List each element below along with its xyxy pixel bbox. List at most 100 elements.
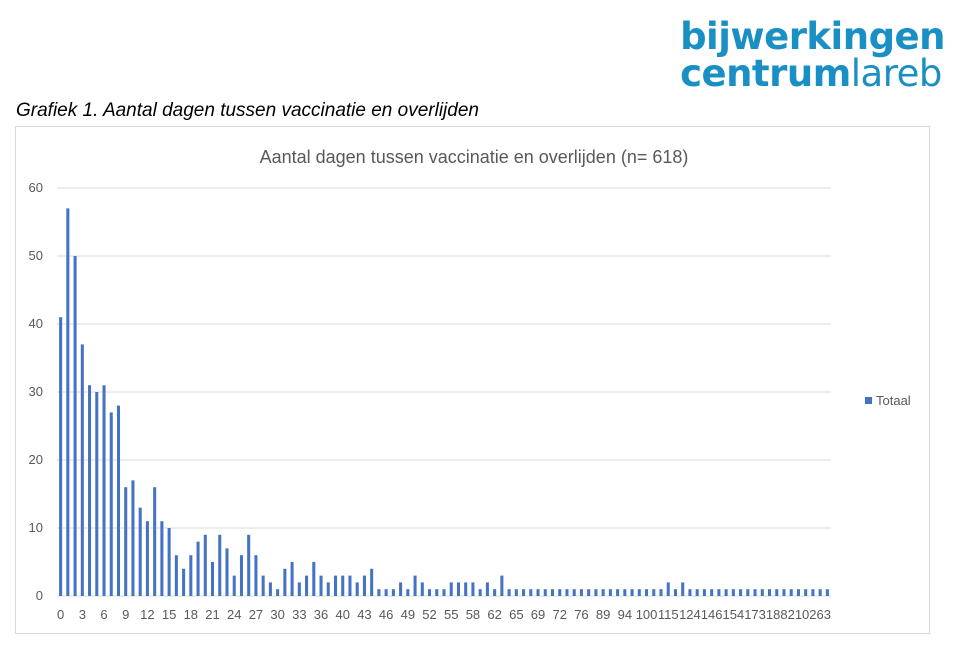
bar [688, 589, 692, 596]
x-tick-label: 46 [379, 607, 393, 622]
y-tick-label: 0 [36, 588, 43, 603]
x-tick-label: 9 [122, 607, 129, 622]
bar [283, 568, 287, 596]
bar [514, 589, 518, 596]
x-tick-label: 100 [636, 607, 658, 622]
bar [116, 405, 121, 596]
x-tick-label: 21 [205, 607, 219, 622]
bar [109, 412, 113, 596]
x-tick-label: 263 [809, 607, 831, 622]
bar [377, 589, 381, 596]
bar [391, 589, 395, 596]
bar [601, 589, 605, 596]
bar [370, 568, 374, 596]
bar [254, 555, 258, 596]
bar [232, 575, 236, 596]
bar [637, 589, 641, 596]
bar [66, 208, 70, 596]
lareb-logo: bijwerkingen centrumlareb [680, 18, 945, 92]
bar [218, 534, 222, 596]
bar [811, 589, 815, 596]
bar [239, 555, 243, 596]
bar [630, 589, 634, 596]
bar [543, 589, 547, 596]
bar [420, 582, 424, 596]
bar [384, 589, 388, 596]
bar [196, 541, 200, 596]
x-tick-label: 76 [574, 607, 588, 622]
x-tick-label: 62 [487, 607, 501, 622]
bar [95, 392, 99, 596]
x-tick-label: 52 [422, 607, 436, 622]
bar [174, 555, 178, 596]
x-tick-label: 55 [444, 607, 458, 622]
bar [167, 528, 171, 596]
bar [276, 589, 280, 596]
gridlines [57, 187, 831, 597]
x-tick-label: 24 [227, 607, 241, 622]
bar [341, 575, 345, 596]
x-tick-label: 3 [79, 607, 86, 622]
y-tick-label: 50 [29, 248, 43, 263]
bar [449, 582, 453, 596]
bar [673, 589, 677, 596]
bar [739, 589, 743, 596]
bar [362, 575, 366, 596]
bar [825, 589, 829, 596]
bar [565, 589, 569, 596]
bar [355, 582, 359, 596]
bar [717, 589, 721, 596]
bar [80, 344, 84, 596]
x-tick-label: 210 [788, 607, 810, 622]
bar [59, 317, 63, 596]
bar [645, 589, 649, 596]
bar [348, 575, 352, 596]
bar [138, 507, 142, 596]
bar [211, 562, 215, 596]
bar [305, 575, 309, 596]
bar [616, 589, 620, 596]
chart-frame: Aantal dagen tussen vaccinatie en overli… [15, 126, 930, 634]
bar [145, 521, 149, 596]
bar [623, 589, 627, 596]
x-tick-label: 27 [249, 607, 263, 622]
bar [804, 589, 808, 596]
bar [471, 582, 475, 596]
bar [247, 534, 251, 596]
bar [789, 589, 793, 596]
legend: Totaal [865, 393, 911, 408]
bar [297, 582, 301, 596]
y-tick-label: 60 [29, 180, 43, 195]
bar [695, 589, 699, 596]
bar [507, 589, 511, 596]
x-tick-label: 6 [100, 607, 107, 622]
bar [529, 589, 533, 596]
bar [702, 589, 706, 596]
legend-swatch [865, 397, 872, 404]
bar [268, 582, 272, 596]
x-tick-label: 18 [184, 607, 198, 622]
x-tick-label: 188 [766, 607, 788, 622]
bar [189, 555, 193, 596]
bar [666, 582, 670, 596]
bar [131, 480, 135, 596]
bar-chart: Aantal dagen tussen vaccinatie en overli… [29, 147, 831, 622]
y-tick-label: 30 [29, 384, 43, 399]
bar [464, 582, 468, 596]
y-tick-label: 40 [29, 316, 43, 331]
x-tick-label: 124 [679, 607, 701, 622]
x-tick-label: 30 [270, 607, 284, 622]
bar [775, 589, 779, 596]
bar [746, 589, 750, 596]
bar [594, 589, 598, 596]
chart-title: Aantal dagen tussen vaccinatie en overli… [260, 147, 689, 167]
x-tick-label: 43 [357, 607, 371, 622]
bar [182, 568, 186, 596]
x-axis-ticks: 0 3 6 9 12 15 18 21 24 27 30 33 36 40 43 46 49 52 55 58 62 65… [57, 607, 831, 622]
bar [608, 589, 612, 596]
x-tick-label: 36 [314, 607, 328, 622]
x-tick-label: 146 [701, 607, 723, 622]
x-tick-label: 65 [509, 607, 523, 622]
figure-caption: Grafiek 1. Aantal dagen tussen vaccinati… [16, 100, 479, 121]
bar [550, 589, 555, 596]
